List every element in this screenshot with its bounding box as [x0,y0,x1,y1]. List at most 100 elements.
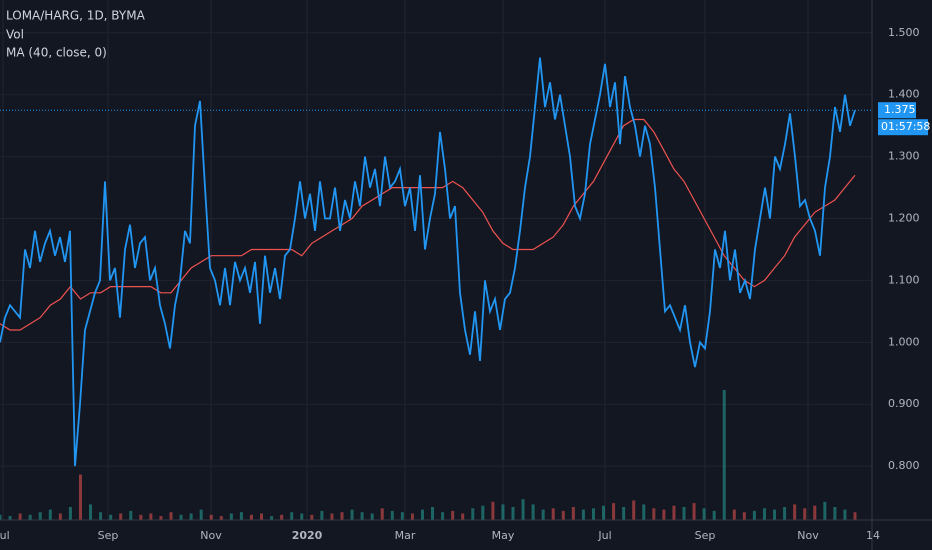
volume-bar [320,510,324,520]
volume-bar [602,505,606,520]
volume-bar [199,509,203,520]
volume-bar [501,504,505,520]
volume-bar [300,513,304,520]
plot [0,57,872,467]
volume-bar [471,508,475,520]
volume-bar [843,509,847,520]
volume-bar [712,510,716,520]
volume-bar [541,509,545,520]
volume-bar [169,512,173,520]
volume-bar [682,507,686,520]
chart-title: LOMA/HARG, 1D, BYMA [6,9,146,23]
y-tick-label: 0.900 [888,397,920,410]
volume-bar [38,512,42,520]
volume-bar [521,499,525,520]
volume-bar [78,474,82,520]
countdown-box [878,119,928,136]
volume-bar [451,510,455,520]
x-tick-label: Jul [597,529,611,542]
grid [0,0,872,520]
volume-bar [310,514,314,520]
volume-bar [481,505,485,520]
countdown-label: 01:57:58 [881,120,930,133]
volume-bar [209,514,213,520]
price-line [0,57,856,467]
volume-bar [0,514,2,520]
y-tick-label: 1.100 [888,273,920,286]
volume-bar [692,503,696,520]
volume-bar [109,514,113,520]
volume-bar [702,508,706,520]
volume-bar [551,508,555,520]
x-tick-label: Nov [200,529,222,542]
axes: 1.500 1.400 1.300 1.200 1.100 1.000 0.900 0.800… [0,26,930,542]
x-tick-label: Nov [797,529,819,542]
volume-bar [18,513,22,520]
volume-bar [340,512,344,520]
volume-bar [89,504,93,520]
volume-bar [652,508,656,520]
volume [0,390,857,520]
volume-bar [773,509,777,520]
volume-bar [129,510,133,520]
volume-bar [491,501,495,520]
volume-bar [752,510,756,520]
volume-bar [149,513,153,520]
volume-bar [662,509,666,520]
x-tick-label: Jul [0,529,10,542]
volume-bar [431,507,435,520]
volume-bar [68,507,72,520]
volume-bar [229,513,233,520]
y-tick-label: 1.200 [888,212,920,225]
volume-bar [813,505,817,520]
volume-bar [48,509,52,520]
y-tick-label: 0.800 [888,459,920,472]
volume-bar [330,513,334,520]
legend-item: MA (40, close, 0) [6,46,107,60]
volume-bar [239,512,243,520]
volume-bar [350,509,354,520]
volume-bar [280,514,284,520]
volume-bar [571,507,575,520]
x-tick-label: Sep [695,529,716,542]
volume-bar [189,513,193,520]
volume-bar [742,512,746,520]
volume-bar [762,508,766,520]
volume-bar [833,507,837,520]
y-tick-label: 1.000 [888,335,920,348]
volume-bar [58,513,62,520]
volume-bar [612,503,616,520]
volume-bar [8,516,12,520]
volume-bar [99,512,103,520]
y-tick-label: 1.300 [888,150,920,163]
x-tick-label: May [492,529,515,542]
volume-bar [219,516,223,520]
volume-bar [793,504,797,520]
volume-bar [461,513,465,520]
volume-bar [632,500,636,520]
volume-bar [783,507,787,520]
y-tick-label: 1.500 [888,26,920,39]
volume-bar [853,512,857,520]
last-price-label: 1.375 [884,103,916,116]
volume-bar [360,512,364,520]
volume-bar [260,513,264,520]
volume-bar [642,504,646,520]
x-tick-label: Sep [98,529,119,542]
volume-bar [410,513,414,520]
volume-bar [249,514,253,520]
legend-item: Vol [6,28,24,42]
volume-bar [803,508,807,520]
volume-bar [159,516,163,520]
volume-bar [370,513,374,520]
volume-bar [119,513,123,520]
volume-bar [732,509,736,520]
volume-bar [531,504,535,520]
volume-bar [581,509,585,520]
volume-bar [561,510,565,520]
volume-bar [400,512,404,520]
volume-bar [28,514,32,520]
volume-bar [722,390,726,520]
